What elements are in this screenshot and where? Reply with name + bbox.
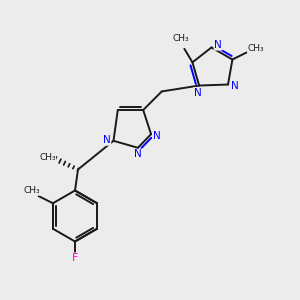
Text: N: N [194,88,202,98]
Text: CH₃: CH₃ [248,44,264,52]
Text: F: F [72,253,78,263]
Text: N: N [103,135,111,145]
Text: CH₃: CH₃ [23,186,40,195]
Text: N: N [214,40,222,50]
Text: N: N [153,131,161,141]
Text: N: N [231,81,239,91]
Text: CH₃: CH₃ [172,34,189,43]
Text: N: N [134,149,142,159]
Text: CH₃: CH₃ [39,153,56,162]
